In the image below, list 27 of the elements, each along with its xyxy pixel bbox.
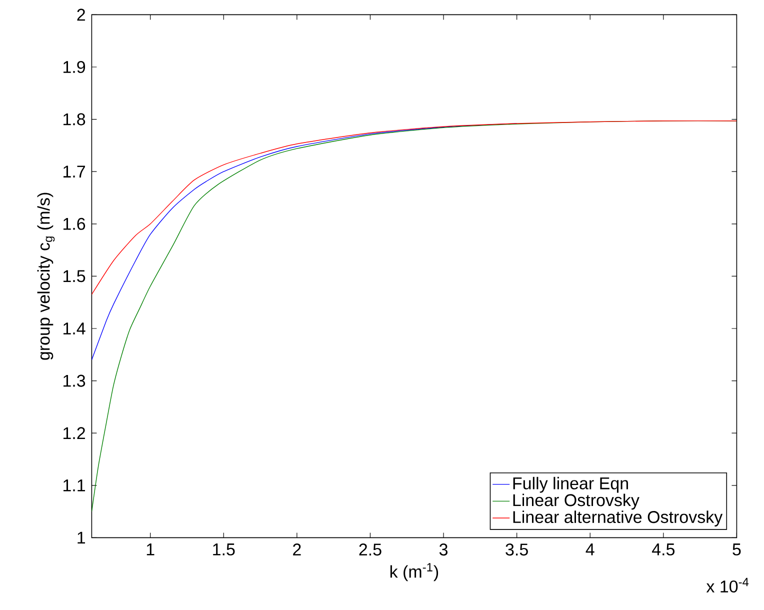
line-series (92, 120, 737, 295)
x-tick-label: 4 (586, 544, 594, 556)
x-tick-label: 2.5 (359, 544, 382, 556)
y-tick-label: 1.5 (64, 270, 86, 282)
x-tick-label: 4.5 (652, 544, 675, 556)
y-tick-label: 1.3 (64, 374, 86, 387)
y-tick-label: 1 (78, 532, 86, 544)
y-axis-title: group velocity c$_{g}$ (m/s) (37, 192, 55, 360)
y-tick-label: 2 (77, 8, 85, 21)
y-tick-label: 1.4 (64, 322, 86, 334)
x-tick-label: 2 (293, 544, 301, 556)
legend-label: Linear alternative Ostrovsky (513, 510, 723, 526)
x-tick-label: 3 (439, 544, 448, 556)
y-tick-label: 1.9 (64, 60, 86, 74)
x-tick-label: 1.5 (213, 544, 235, 556)
y-tick-label: 1.8 (64, 113, 86, 126)
legend-label: Fully linear Eqn (513, 476, 628, 493)
y-tick-label: 1.1 (64, 480, 86, 492)
y-tick-label: 1.7 (64, 166, 85, 178)
x-tick-label: 1 (146, 544, 154, 556)
x-tick-label: 3.5 (506, 544, 528, 556)
y-tick-label: 1.2 (64, 427, 85, 440)
x-axis-title: k (m$^{-1}$) (390, 563, 438, 582)
y-tick-label: 1.6 (64, 218, 86, 230)
text: x 10$^{-4}$ (706, 578, 749, 593)
legend-label: Linear Ostrovsky (513, 494, 640, 510)
x-tick-label: 5 (732, 544, 741, 556)
